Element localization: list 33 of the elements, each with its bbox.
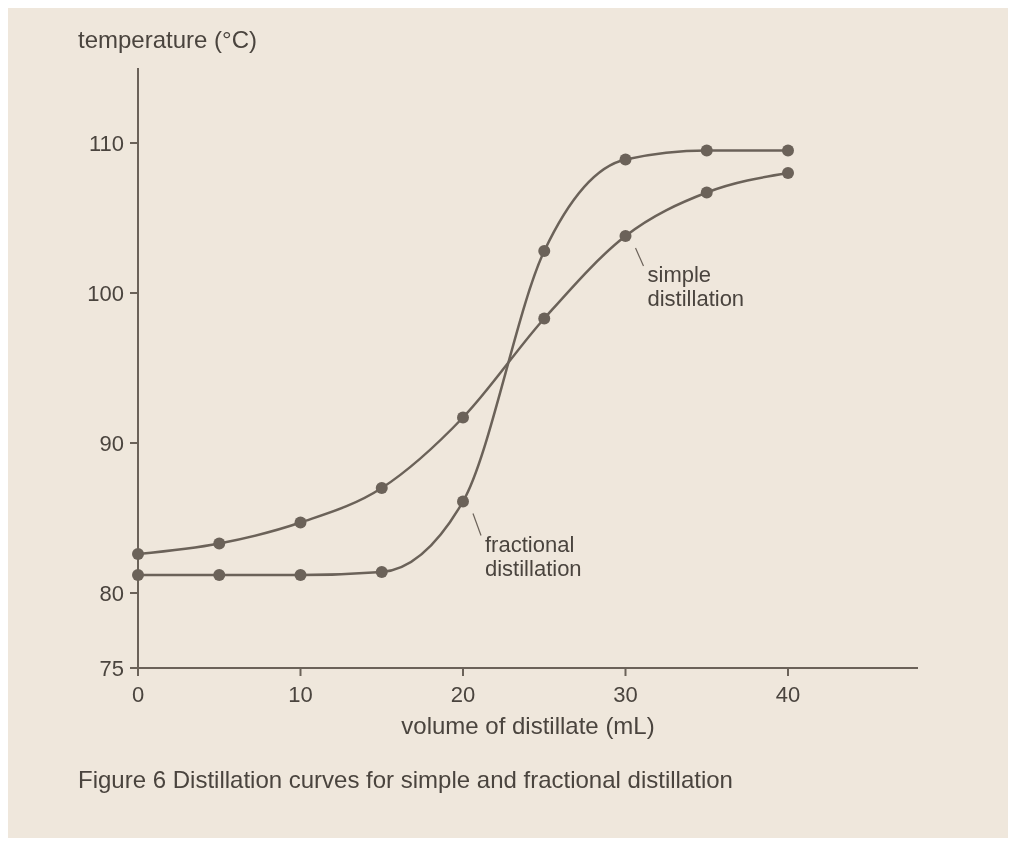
point	[132, 548, 144, 560]
legend-label: simple distillation	[647, 262, 745, 311]
x-tick-label: 40	[775, 682, 801, 707]
point	[619, 153, 632, 166]
point	[700, 144, 713, 157]
y-tick-label: 90	[99, 430, 124, 456]
point	[213, 569, 226, 581]
point	[132, 569, 144, 581]
point	[294, 569, 307, 581]
point	[375, 566, 388, 578]
y-tick-label: 75	[99, 655, 124, 681]
point	[782, 144, 794, 157]
y-axis-title: temperature (°C)	[78, 26, 257, 53]
point	[782, 167, 794, 179]
x-tick-label: 20	[450, 682, 476, 707]
x-tick-label: 0	[131, 682, 145, 707]
x-tick-label: 30	[613, 682, 638, 707]
point	[457, 411, 469, 424]
point	[700, 186, 713, 199]
x-tick-label: 10	[288, 682, 313, 707]
point	[619, 230, 632, 242]
legend-label: fractional distillation	[485, 531, 582, 581]
point	[538, 245, 551, 257]
y-tick-label: 100	[87, 280, 124, 306]
point	[457, 495, 469, 508]
y-tick-label: 80	[99, 580, 124, 606]
point	[538, 312, 551, 325]
caption: Figure 6 Distillation curves for simple and fractional distillation	[78, 766, 733, 793]
y-tick-label: 110	[88, 130, 124, 156]
point	[375, 482, 388, 494]
x-axis-title: volume of distillate (mL)	[401, 712, 655, 739]
point	[213, 537, 226, 550]
point	[294, 516, 307, 529]
